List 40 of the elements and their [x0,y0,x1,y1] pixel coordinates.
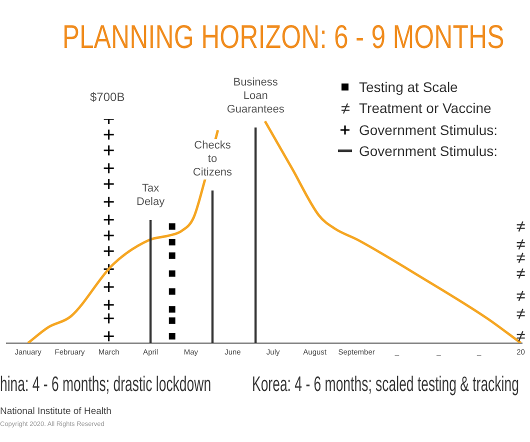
point [516,252,526,264]
point [103,128,115,140]
point [103,230,115,242]
point [103,196,115,208]
point [168,252,176,259]
point [168,317,176,324]
point [168,333,176,340]
point [103,178,115,190]
text: National Institute of Health [0,406,112,417]
point [516,220,526,232]
point [103,214,115,226]
point [516,238,526,250]
point [103,281,115,293]
legend-label: Testing at Scale [359,78,458,95]
point [516,308,526,320]
point [168,270,176,277]
annotation: Government Stimulus: [359,143,498,160]
legend-label: Treatment or Vaccine [359,100,492,116]
point [516,290,526,302]
legend-label: Government Stimulus: [359,122,498,138]
ref-line-label: Business Loan Guarantees [226,76,285,116]
point [103,144,115,156]
ref-line-label: Tax Delay [136,182,166,208]
point [103,263,115,275]
text: hina: 4 - 6 months; drastic lockdown [0,373,212,397]
point [168,223,176,230]
point [168,306,176,313]
chart-title: PLANNING HORIZON: 6 - 9 MONTHS [62,18,504,56]
point [168,238,176,246]
point [103,330,115,342]
text: Korea: 4 - 6 months; scaled testing & tracking [252,373,519,397]
point [168,288,176,295]
point [103,312,115,324]
point [103,162,115,174]
ref-line-label: Checks to Citizens [192,140,233,179]
point [516,268,526,280]
point [103,299,115,311]
point [103,245,115,257]
text: $700B [90,90,125,104]
point [516,330,526,342]
